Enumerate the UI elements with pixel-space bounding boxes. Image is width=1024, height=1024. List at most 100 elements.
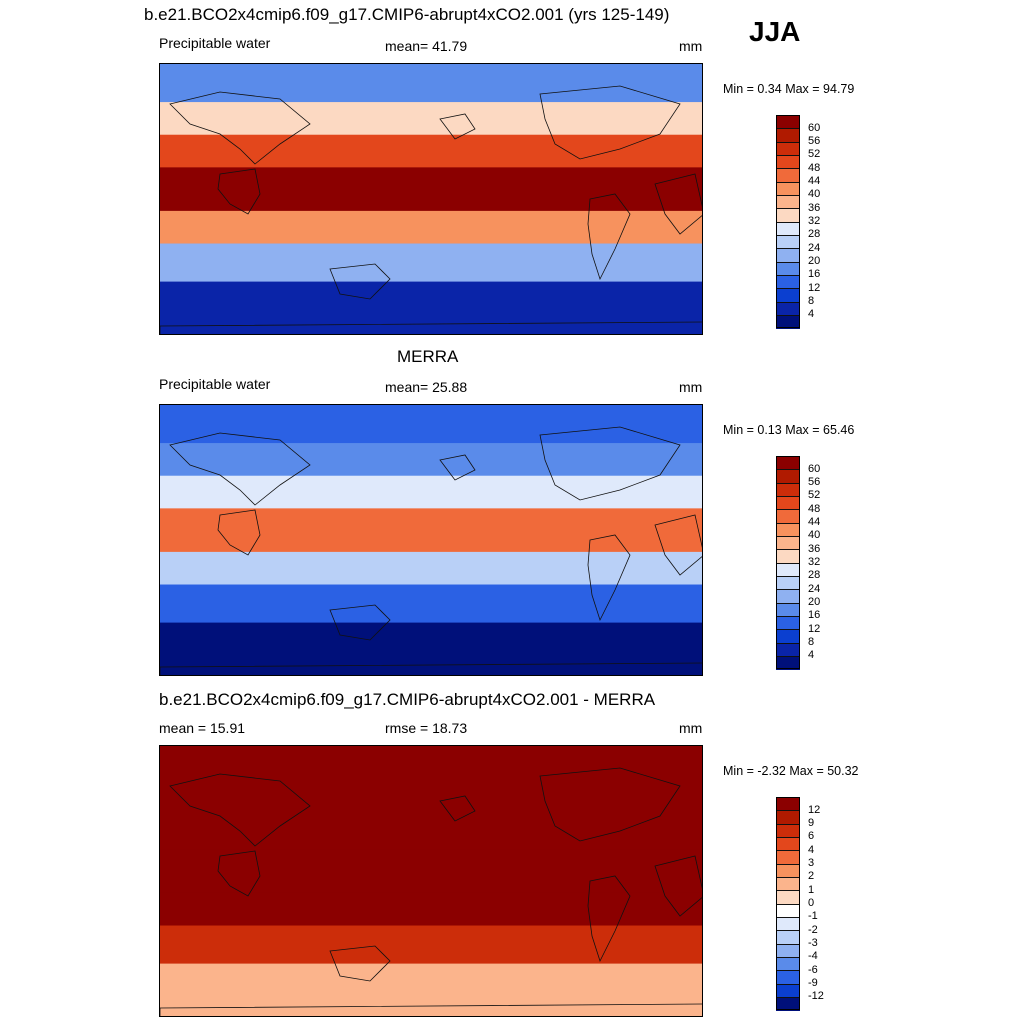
panel-obs-mean: mean= 25.88 <box>385 379 468 395</box>
colorbar-swatch <box>776 141 800 156</box>
colorbar-tick-label: 44 <box>808 175 821 188</box>
colorbar-tick-label: -4 <box>808 950 818 963</box>
colorbar-swatch <box>776 522 800 537</box>
colorbar-tick-label: 8 <box>808 295 815 308</box>
colorbar-frame <box>776 115 800 329</box>
panel-obs-units: mm <box>679 379 703 395</box>
colorbar-tick-label: -1 <box>808 910 818 923</box>
colorbar-tick-label: 4 <box>808 843 815 856</box>
colorbar-swatch <box>776 903 800 918</box>
figure-title: b.e21.BCO2x4cmip6.f09_g17.CMIP6-abrupt4x… <box>144 5 670 24</box>
season-label: JJA <box>749 16 801 47</box>
colorbar-swatch <box>776 115 800 129</box>
zonal-band-north-high-lat <box>160 405 702 445</box>
colorbar-swatch <box>776 823 800 838</box>
colorbar-tick-label: 2 <box>808 870 815 883</box>
colorbar-swatch <box>776 314 800 329</box>
colorbar-tick-label: 24 <box>808 241 821 254</box>
zonal-band-south-subtropics <box>160 210 702 245</box>
zonal-band-tropics <box>160 508 702 553</box>
coastline <box>539 767 681 842</box>
colorbar-tick-label: 56 <box>808 135 821 148</box>
colorbar-swatch <box>776 261 800 276</box>
colorbar-swatch <box>776 194 800 209</box>
zonal-band-north-mid-lat <box>160 784 702 818</box>
colorbar-swatch <box>776 916 800 931</box>
colorbar-swatch <box>776 234 800 249</box>
coastline <box>217 850 261 897</box>
panel-diff-minmax: Min = -2.32 Max = 50.32 <box>723 764 859 778</box>
colorbar-swatch <box>776 509 800 524</box>
colorbar-swatch <box>776 549 800 564</box>
coastline <box>654 514 702 576</box>
panel-model-field: Precipitable water <box>159 35 271 51</box>
zonal-band-south-high-lat <box>160 281 702 334</box>
colorbar-swatch <box>776 495 800 510</box>
zonal-band-south-subtropics <box>160 551 702 586</box>
coastline <box>439 113 476 140</box>
colorbar-swatch <box>776 930 800 945</box>
colorbar-tick-label: 20 <box>808 255 821 268</box>
colorbar-swatch <box>776 890 800 905</box>
colorbar-frame <box>776 456 800 670</box>
colorbar-tick-label: 8 <box>808 636 815 649</box>
colorbar-swatch <box>776 810 800 825</box>
zonal-band-tropics <box>160 849 702 894</box>
colorbar-swatch <box>776 602 800 617</box>
colorbar-swatch <box>776 615 800 630</box>
zonal-band-north-high-lat <box>160 64 702 104</box>
coastline <box>539 426 681 501</box>
colorbar-2 <box>776 797 800 1011</box>
coastline <box>169 773 311 847</box>
colorbar-tick-label: 9 <box>808 817 815 830</box>
colorbar-tick-label: 20 <box>808 596 821 609</box>
zonal-band-north-high-lat <box>160 746 702 786</box>
zonal-band-south-mid-lat <box>160 925 702 965</box>
colorbar-swatch <box>776 482 800 497</box>
coastline <box>169 432 311 506</box>
colorbar-swatch <box>776 274 800 289</box>
colorbar-1 <box>776 456 800 670</box>
colorbar-swatch <box>776 850 800 865</box>
coastline <box>587 193 631 281</box>
colorbar-swatch <box>776 562 800 577</box>
colorbar-tick-label: 40 <box>808 188 821 201</box>
panel-model-map <box>159 63 703 335</box>
colorbar-swatch <box>776 168 800 183</box>
colorbar-tick-label: 52 <box>808 148 821 161</box>
colorbar-swatch <box>776 655 800 670</box>
colorbar-swatch <box>776 288 800 303</box>
panel-obs-field: Precipitable water <box>159 376 271 392</box>
colorbar-tick-label: 44 <box>808 516 821 529</box>
colorbar-swatch <box>776 469 800 484</box>
colorbar-swatch <box>776 154 800 169</box>
colorbar-frame <box>776 797 800 1011</box>
colorbar-tick-label: 40 <box>808 529 821 542</box>
colorbar-tick-label: 28 <box>808 569 821 582</box>
panel-diff-mean: mean = 15.91 <box>159 720 246 736</box>
colorbar-tick-label: 12 <box>808 622 821 635</box>
colorbar-swatch <box>776 797 800 811</box>
coastline <box>217 168 261 215</box>
coastline <box>329 945 391 982</box>
coastline <box>329 604 391 641</box>
colorbar-swatch <box>776 983 800 998</box>
coastline <box>160 1003 702 1016</box>
panel-obs-minmax: Min = 0.13 Max = 65.46 <box>723 423 855 437</box>
colorbar-tick-label: 6 <box>808 830 815 843</box>
colorbar-tick-label: 4 <box>808 308 815 321</box>
colorbar-tick-label: -2 <box>808 923 818 936</box>
colorbar-swatch <box>776 535 800 550</box>
zonal-band-tropics <box>160 167 702 212</box>
colorbar-tick-label: -9 <box>808 977 818 990</box>
panel-diff-rmse: rmse = 18.73 <box>385 720 468 736</box>
colorbar-swatch <box>776 301 800 316</box>
colorbar-swatch <box>776 943 800 958</box>
colorbar-tick-label: 0 <box>808 897 815 910</box>
colorbar-swatch <box>776 836 800 851</box>
colorbar-tick-label: 48 <box>808 502 821 515</box>
colorbar-tick-label: 1 <box>808 883 815 896</box>
panel-diff-map <box>159 745 703 1017</box>
colorbar-tick-label: 3 <box>808 857 815 870</box>
colorbar-tick-label: 16 <box>808 609 821 622</box>
